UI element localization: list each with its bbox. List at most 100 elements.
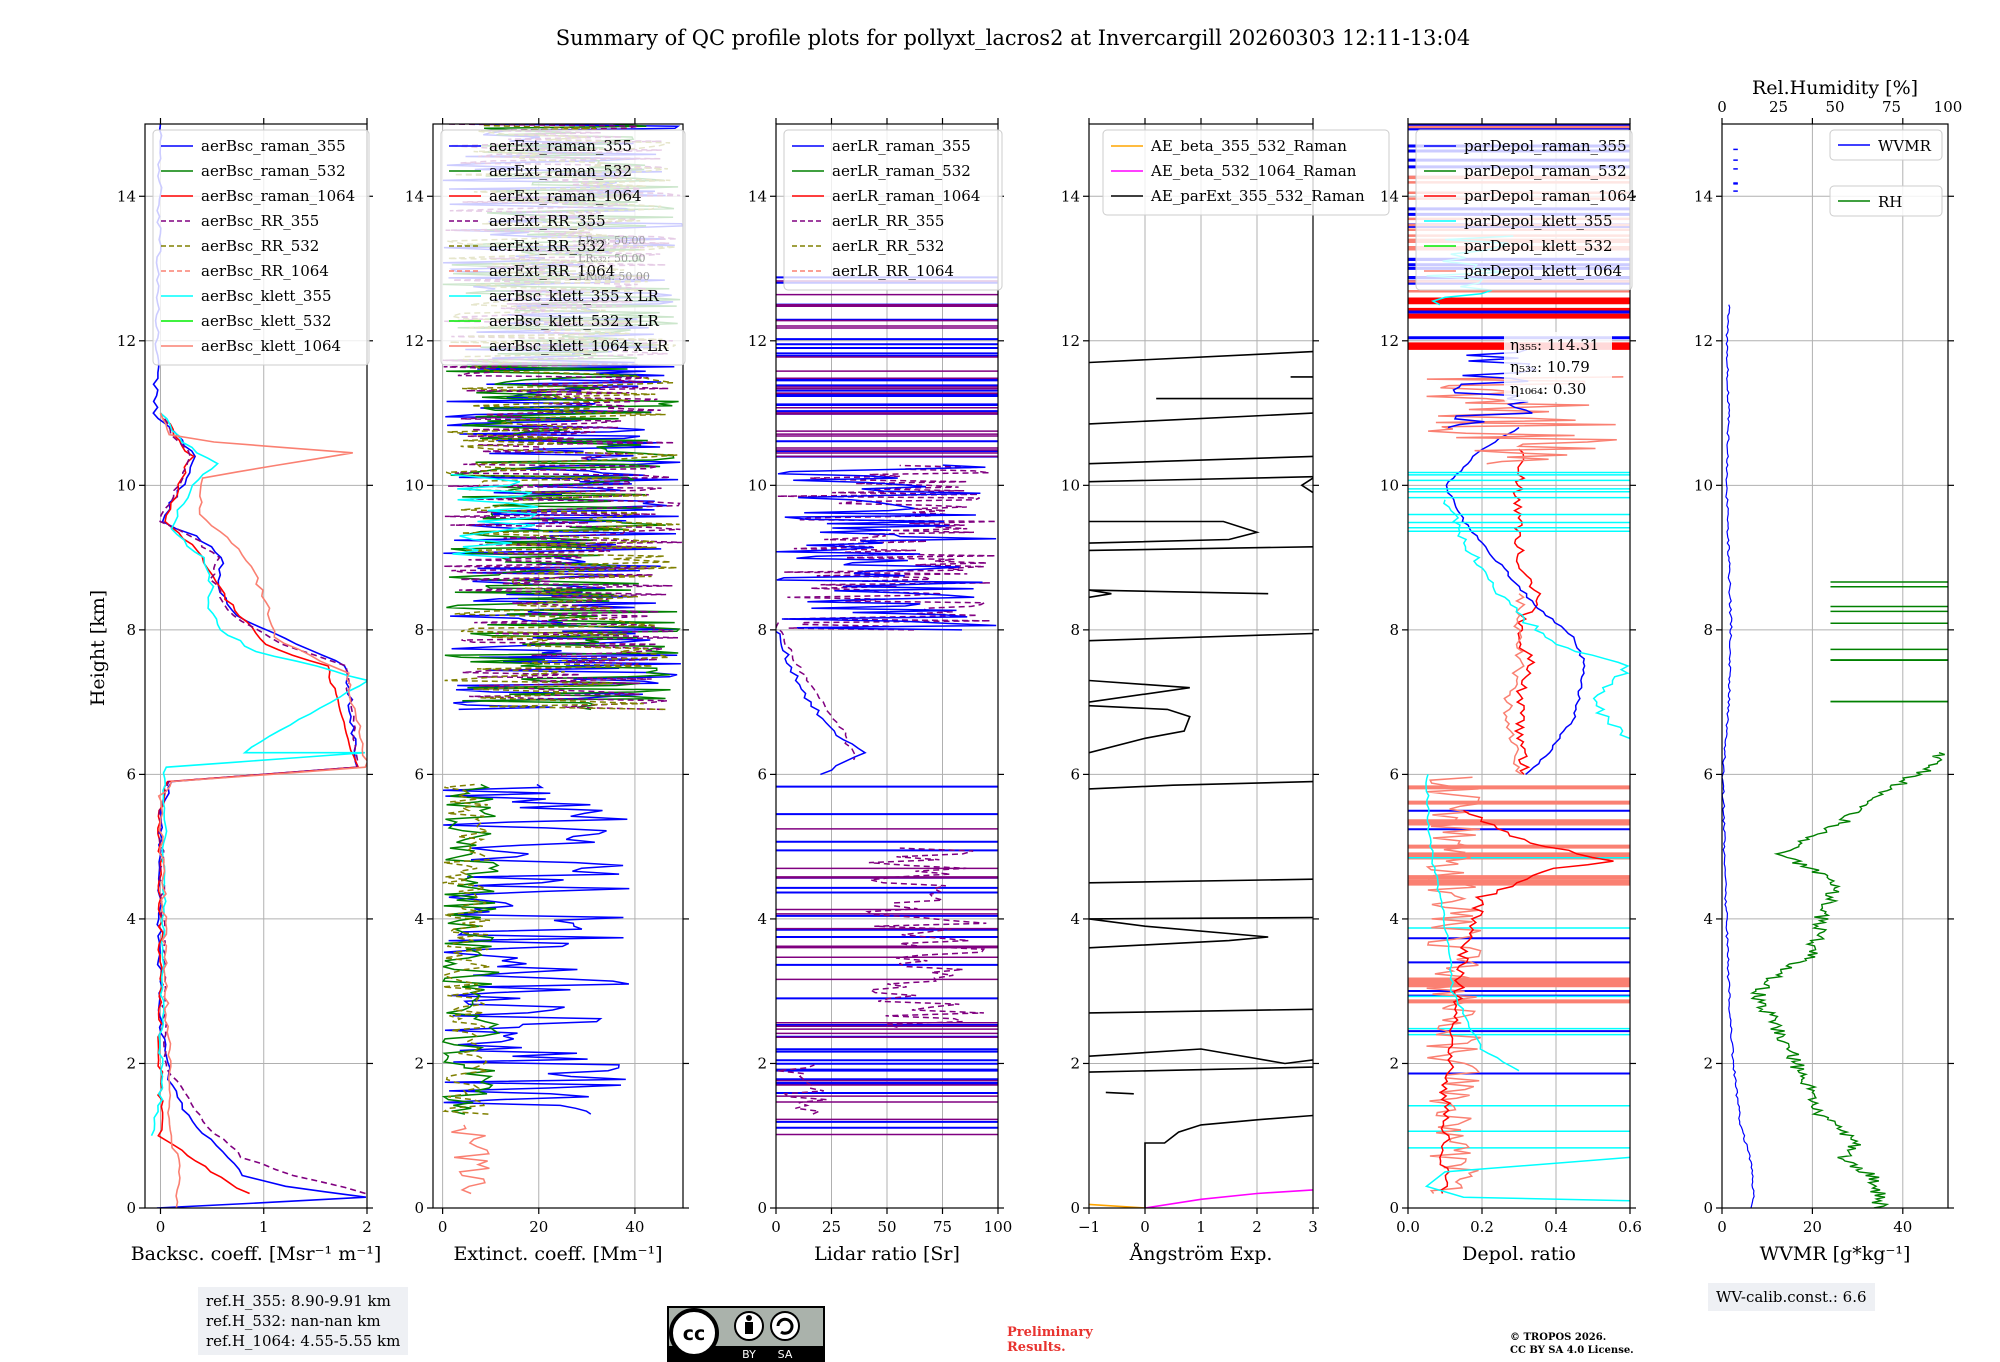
x-tick-label: 0	[771, 1218, 781, 1236]
legend-entry: aerLR_raman_1064	[832, 187, 980, 205]
copyright-note: © TROPOS 2026. CC BY SA 4.0 License.	[1510, 1331, 1634, 1357]
cc-license-logo: cc BY SA	[667, 1306, 825, 1362]
y-tick-label: 14	[117, 187, 136, 205]
x-tick-label: 0	[438, 1218, 448, 1236]
eta-label: η₁₀₆₄: 0.30	[1510, 380, 1586, 398]
ref-heights-box: ref.H_355: 8.90-9.91 km ref.H_532: nan-n…	[198, 1287, 409, 1355]
series-line	[1089, 1066, 1313, 1073]
lr-label: LR₃₅₅: 50.00	[578, 234, 646, 247]
x-tick-label: −1	[1078, 1218, 1100, 1236]
series-line	[1089, 455, 1313, 465]
legend-entry: parDepol_klett_1064	[1464, 262, 1622, 280]
y-tick-label: 4	[757, 910, 767, 928]
x-tick-label: 3	[1308, 1218, 1318, 1236]
x-axis-label: WVMR [g*kg⁻¹]	[1760, 1243, 1911, 1265]
y-tick-label: 6	[414, 765, 424, 783]
legend-entry: WVMR	[1878, 137, 1932, 155]
eta-box	[1504, 332, 1612, 402]
panel-wvmr: 0 2 4 6 8 10 12 14 0 20 40 WVMR [g*kg⁻¹] 0 25 50 75 100 R…	[1694, 77, 1962, 1265]
y-tick-label: 14	[1061, 187, 1080, 205]
x-tick-label: 0	[1140, 1218, 1150, 1236]
series-line	[776, 630, 867, 776]
legend: aerLR_raman_355 aerLR_raman_532 aerLR_rama…	[783, 129, 1003, 291]
preliminary-line-1: Preliminary	[1007, 1325, 1093, 1340]
series-line	[1089, 1008, 1313, 1014]
eta-label: η₃₅₅: 114.31	[1510, 336, 1599, 354]
y-tick-label: 2	[757, 1054, 767, 1072]
series-line	[157, 412, 367, 1208]
x-tick-label: 0	[1717, 1218, 1727, 1236]
y-tick-label: 8	[757, 621, 767, 639]
traces-lidar_ratio	[776, 276, 998, 1136]
legend-entry: aerBsc_RR_355	[201, 212, 319, 230]
legend-entry: aerBsc_raman_1064	[201, 187, 355, 205]
y-tick-label: 12	[117, 332, 136, 350]
ref-height-355: ref.H_355: 8.90-9.91 km	[206, 1292, 391, 1310]
legend-entry: aerLR_raman_355	[832, 137, 971, 155]
y-tick-label: 4	[1703, 910, 1713, 928]
svg-text:SA: SA	[778, 1348, 793, 1361]
top-x-axis-label: Rel.Humidity [%]	[1752, 77, 1918, 99]
legend-entry: aerExt_RR_355	[489, 212, 606, 230]
series-line	[1447, 348, 1539, 429]
panel-depol: 0 2 4 6 8 10 12 14 0.0 0.2 0.4 0.6 Depol. ratio parDe…	[1380, 118, 1642, 1265]
legend-frame	[1102, 129, 1390, 216]
legend: parDepol_raman_355 parDepol_raman_532 parD…	[1415, 129, 1636, 291]
preliminary-note: Preliminary Results.	[1007, 1325, 1093, 1355]
series-line	[776, 622, 857, 761]
x-axis-label: Lidar ratio [Sr]	[814, 1243, 960, 1265]
series-line	[444, 124, 680, 711]
legend-entry: parDepol_klett_355	[1464, 212, 1613, 230]
series-line	[776, 464, 997, 631]
x-tick-label: 2	[362, 1218, 372, 1236]
legend-entry: AE_parExt_355_532_Raman	[1150, 187, 1365, 205]
traces-wvmr	[1722, 148, 1948, 1208]
legend-entry: parDepol_klett_532	[1464, 237, 1613, 255]
series-line	[1300, 477, 1313, 494]
series-line	[1089, 878, 1313, 884]
y-tick-label: 4	[1070, 910, 1080, 928]
legend-entry: aerExt_raman_1064	[489, 187, 642, 205]
legend-entry: aerBsc_klett_532	[201, 312, 332, 330]
panel-lidar_ratio: 0 2 4 6 8 10 12 14 0 25 50 75 100 Lidar ratio [Sr] aer…	[748, 118, 1012, 1265]
legend: AE_beta_355_532_Raman AE_beta_532_1064_Ra…	[1102, 129, 1390, 216]
x-tick-label: 0.2	[1470, 1218, 1494, 1236]
y-tick-label: 12	[748, 332, 767, 350]
legend-entry: aerBsc_RR_532	[201, 237, 319, 255]
x-axis-label: Depol. ratio	[1462, 1243, 1576, 1265]
y-tick-label: 8	[414, 621, 424, 639]
cc-icon	[669, 1308, 719, 1358]
legend-box: WVMR	[1829, 129, 1943, 161]
legend-entry: aerBsc_raman_532	[201, 162, 346, 180]
series-line	[1722, 304, 1755, 1208]
series-line	[1105, 1091, 1134, 1095]
x-tick-label: 75	[933, 1218, 952, 1236]
series-line	[1749, 752, 1945, 1208]
y-tick-label: 0	[126, 1199, 136, 1217]
y-tick-label: 0	[414, 1199, 424, 1217]
y-tick-label: 2	[126, 1054, 136, 1072]
series-line	[1089, 679, 1190, 703]
sa-icon	[770, 1311, 800, 1341]
y-tick-label: 6	[1070, 765, 1080, 783]
x-tick-label: 50	[877, 1218, 896, 1236]
y-tick-label: 12	[1694, 332, 1713, 350]
x-axis-label: Extinct. coeff. [Mm⁻¹]	[453, 1243, 662, 1265]
series-line	[1089, 546, 1313, 552]
y-tick-label: 14	[405, 187, 424, 205]
legend-entry: aerExt_raman_532	[489, 162, 632, 180]
series-line	[1144, 1114, 1313, 1208]
legend-entry: aerBsc_klett_532 x LR	[489, 312, 660, 330]
y-tick-label: 10	[1694, 476, 1713, 494]
legend-entry: aerBsc_klett_355	[201, 287, 332, 305]
series-line	[1089, 589, 1269, 599]
legend-entry: aerExt_RR_532	[489, 237, 606, 255]
ref-height-1064: ref.H_1064: 4.55-5.55 km	[206, 1332, 401, 1350]
x-tick-label: 1	[259, 1218, 269, 1236]
copyright-line-2: CC BY SA 4.0 License.	[1510, 1345, 1634, 1356]
lr-label: LR₁₀₆₄: 50.00	[578, 270, 650, 283]
axes-frame	[1407, 123, 1631, 1209]
legend-entry: aerExt_RR_1064	[489, 262, 615, 280]
series-line	[442, 783, 630, 1115]
